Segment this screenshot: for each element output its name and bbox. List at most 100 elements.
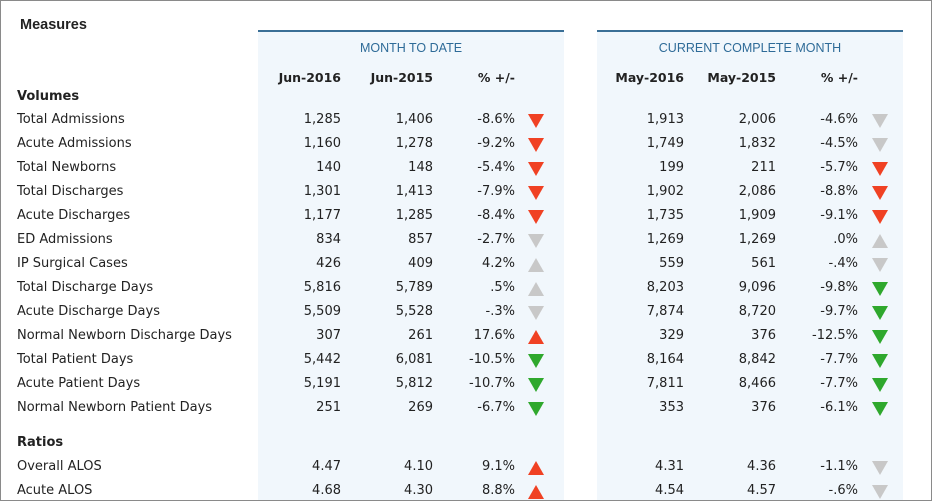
measure-label: Acute ALOS	[17, 483, 93, 498]
may-2015-value: 9,096	[738, 280, 776, 295]
may-2015-value: 376	[751, 328, 776, 343]
ccm-pct-change: -.4%	[828, 256, 858, 271]
measure-label: Normal Newborn Discharge Days	[17, 328, 232, 343]
measure-label: ED Admissions	[17, 232, 113, 247]
jun-2015-value: 1,413	[395, 184, 433, 199]
current-complete-month-panel	[597, 30, 903, 500]
triangle-up-icon	[528, 461, 544, 475]
ccm-pct-change: .0%	[833, 232, 858, 247]
table-row: IP Surgical Cases 426 409 4.2% 559 561 -.4%	[1, 253, 931, 277]
jun-2016-value: 5,509	[303, 304, 341, 319]
current-complete-month-title: CURRENT COMPLETE MONTH	[658, 41, 842, 55]
may-2015-value: 2,086	[738, 184, 776, 199]
may-2015-value: 211	[751, 160, 776, 175]
triangle-down-icon	[528, 378, 544, 392]
jun-2016-value: 1,301	[303, 184, 341, 199]
jun-2015-value: 409	[408, 256, 433, 271]
ccm-pct-change: -4.6%	[820, 112, 858, 127]
may-2015-value: 561	[751, 256, 776, 271]
may-2016-value: 8,203	[646, 280, 684, 295]
measure-label: Total Discharge Days	[17, 280, 154, 295]
table-row: Acute Patient Days 5,191 5,812 -10.7% 7,811 8…	[1, 373, 931, 397]
triangle-up-icon	[872, 234, 888, 248]
mtd-pct-change: 9.1%	[481, 459, 515, 474]
measure-label: Total Discharges	[17, 184, 124, 199]
ccm-pct-change: -9.1%	[820, 208, 858, 223]
triangle-up-icon	[528, 330, 544, 344]
ccm-pct-change: -4.5%	[820, 136, 858, 151]
triangle-down-icon	[872, 162, 888, 176]
ccm-pct-change: -6.1%	[820, 400, 858, 415]
jun-2016-value: 834	[316, 232, 341, 247]
may-2016-value: 329	[659, 328, 684, 343]
may-2015-value: 4.36	[747, 459, 776, 474]
may-2015-value: 2,006	[738, 112, 776, 127]
mtd-pct-change: -9.2%	[477, 136, 515, 151]
may-2016-value: 8,164	[646, 352, 684, 367]
triangle-down-icon	[872, 258, 888, 272]
triangle-down-icon	[528, 210, 544, 224]
may-2016-value: 559	[659, 256, 684, 271]
jun-2015-value: 269	[408, 400, 433, 415]
triangle-down-icon	[528, 114, 544, 128]
jun-2016-value: 1,177	[303, 208, 341, 223]
triangle-down-icon	[872, 485, 888, 499]
section-heading-ratios: Ratios	[17, 435, 64, 450]
triangle-up-icon	[528, 282, 544, 296]
may-2015-value: 8,720	[738, 304, 776, 319]
jun-2016-value: 1,285	[303, 112, 341, 127]
measure-label: Total Newborns	[17, 160, 117, 175]
triangle-down-icon	[872, 330, 888, 344]
ccm-pct-change: -9.7%	[820, 304, 858, 319]
table-row: Total Discharges 1,301 1,413 -7.9% 1,902 2,08…	[1, 181, 931, 205]
mtd-pct-change: 8.8%	[481, 483, 515, 498]
jun-2015-value: 1,406	[395, 112, 433, 127]
triangle-down-icon	[872, 306, 888, 320]
ccm-pct-change: -7.7%	[820, 376, 858, 391]
may-2015-value: 1,269	[738, 232, 776, 247]
ccm-pct-change: -.6%	[828, 483, 858, 498]
triangle-down-icon	[872, 186, 888, 200]
table-row: Normal Newborn Discharge Days 307 261 17.6%…	[1, 325, 931, 349]
mtd-pct-change: -5.4%	[477, 160, 515, 175]
jun-2016-value: 1,160	[303, 136, 341, 151]
column-header-may-2015: May-2015	[707, 70, 776, 85]
triangle-down-icon	[528, 186, 544, 200]
jun-2016-value: 426	[316, 256, 341, 271]
jun-2016-value: 5,442	[303, 352, 341, 367]
table-row: Normal Newborn Patient Days 251 269 -6.7% 35…	[1, 397, 931, 421]
may-2016-value: 1,902	[646, 184, 684, 199]
jun-2016-value: 4.68	[312, 483, 341, 498]
measure-label: Acute Patient Days	[17, 376, 141, 391]
mtd-pct-change: .5%	[490, 280, 515, 295]
jun-2016-value: 140	[316, 160, 341, 175]
jun-2015-value: 5,789	[395, 280, 433, 295]
column-header-jun-2015: Jun-2015	[370, 70, 433, 85]
jun-2015-value: 5,528	[395, 304, 433, 319]
ccm-pct-change: -7.7%	[820, 352, 858, 367]
jun-2016-value: 251	[316, 400, 341, 415]
may-2016-value: 1,913	[646, 112, 684, 127]
measure-label: Acute Discharges	[17, 208, 131, 223]
mtd-pct-change: 17.6%	[473, 328, 515, 343]
jun-2015-value: 4.10	[404, 459, 433, 474]
column-header-mtd-pct: % +/-	[477, 70, 515, 85]
triangle-down-icon	[872, 378, 888, 392]
table-row: Total Patient Days 5,442 6,081 -10.5% 8,164 8…	[1, 349, 931, 373]
table-row: Overall ALOS 4.47 4.10 9.1% 4.31 4.36 -1.1%	[1, 456, 931, 480]
triangle-down-icon	[872, 461, 888, 475]
jun-2015-value: 857	[408, 232, 433, 247]
measure-label: Acute Discharge Days	[17, 304, 160, 319]
ccm-pct-change: -8.8%	[820, 184, 858, 199]
measure-label: Normal Newborn Patient Days	[17, 400, 213, 415]
table-row: Acute ALOS 4.68 4.30 8.8% 4.54 4.57 -.6%	[1, 480, 931, 500]
jun-2015-value: 6,081	[395, 352, 433, 367]
mtd-pct-change: -2.7%	[477, 232, 515, 247]
triangle-down-icon	[872, 138, 888, 152]
jun-2015-value: 261	[408, 328, 433, 343]
may-2016-value: 4.31	[655, 459, 684, 474]
mtd-pct-change: -8.6%	[477, 112, 515, 127]
measure-label: Overall ALOS	[17, 459, 102, 474]
month-to-date-title: MONTH TO DATE	[359, 41, 463, 55]
